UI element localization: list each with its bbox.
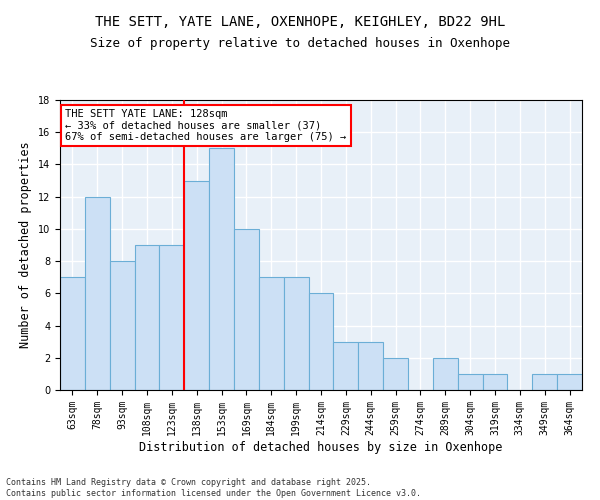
X-axis label: Distribution of detached houses by size in Oxenhope: Distribution of detached houses by size … (139, 440, 503, 454)
Bar (259, 277, 284, 390)
Bar (334, 342, 358, 390)
Bar (160, 245, 184, 390)
Bar (482, 374, 508, 390)
Bar (184, 180, 209, 390)
Bar (134, 245, 160, 390)
Bar (433, 358, 458, 390)
Text: Contains HM Land Registry data © Crown copyright and database right 2025.
Contai: Contains HM Land Registry data © Crown c… (6, 478, 421, 498)
Bar (234, 229, 259, 390)
Bar (358, 342, 383, 390)
Bar (557, 374, 582, 390)
Bar (110, 261, 134, 390)
Bar (85, 196, 110, 390)
Bar (458, 374, 482, 390)
Bar (383, 358, 408, 390)
Bar (60, 277, 85, 390)
Bar (308, 294, 334, 390)
Bar (209, 148, 234, 390)
Text: THE SETT YATE LANE: 128sqm
← 33% of detached houses are smaller (37)
67% of semi: THE SETT YATE LANE: 128sqm ← 33% of deta… (65, 108, 346, 142)
Y-axis label: Number of detached properties: Number of detached properties (19, 142, 32, 348)
Bar (532, 374, 557, 390)
Bar (284, 277, 308, 390)
Text: THE SETT, YATE LANE, OXENHOPE, KEIGHLEY, BD22 9HL: THE SETT, YATE LANE, OXENHOPE, KEIGHLEY,… (95, 15, 505, 29)
Text: Size of property relative to detached houses in Oxenhope: Size of property relative to detached ho… (90, 38, 510, 51)
